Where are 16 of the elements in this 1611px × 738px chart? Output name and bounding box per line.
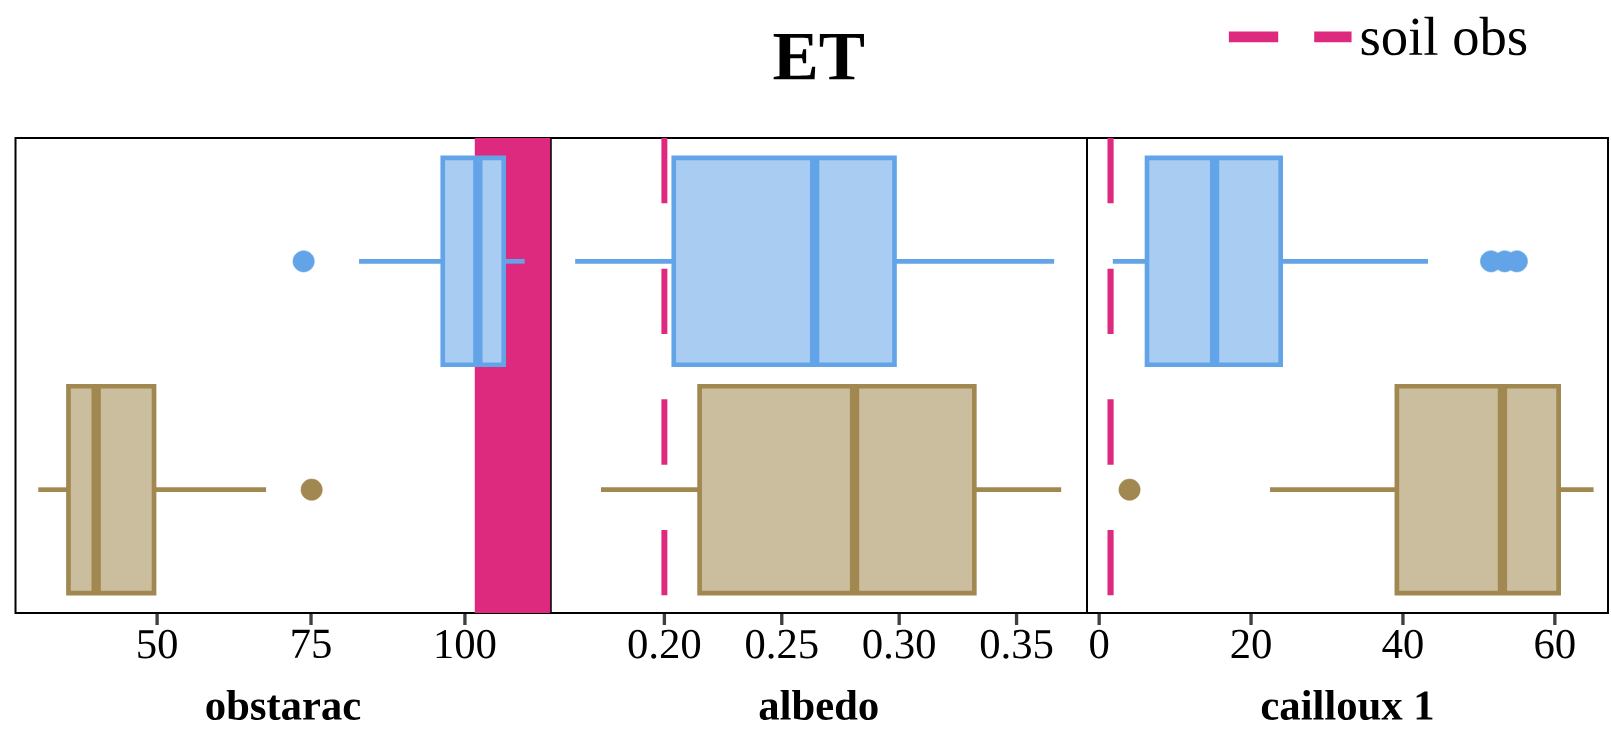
- x-tick-label: 0.25: [746, 629, 818, 659]
- x-tick-label: 60: [1535, 629, 1575, 659]
- x-tick-label: 0.35: [980, 629, 1053, 659]
- x-tick-label: 0.20: [628, 629, 701, 659]
- x-tick-label: 20: [1231, 629, 1271, 659]
- x-tick-label: 40: [1382, 629, 1423, 659]
- x-axis-title: obstarac: [206, 690, 361, 721]
- legend-label: soil obs: [1361, 16, 1527, 56]
- x-tick-label: 75: [292, 629, 331, 659]
- x-tick-label: 0.30: [863, 629, 935, 659]
- x-axis-title: albedo: [759, 690, 878, 721]
- x-tick-label: 50: [138, 629, 177, 659]
- x-axis-title: cailloux 1: [1261, 689, 1433, 721]
- x-tick-label: 0: [1090, 629, 1109, 659]
- chart-title: ET: [773, 33, 864, 80]
- x-tick-label: 100: [436, 629, 496, 659]
